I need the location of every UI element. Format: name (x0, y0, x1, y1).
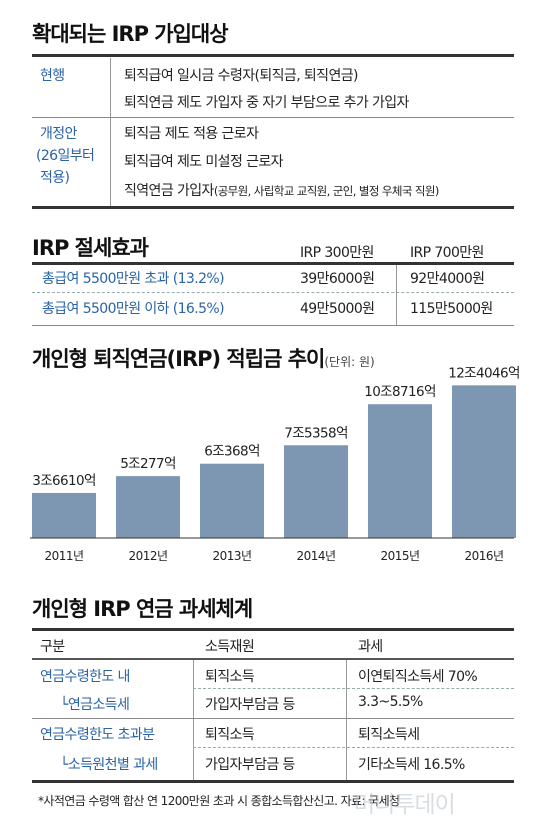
revised-item-suffix: (공무원, 사립학교 교직원, 군인, 별정 우체국 직원) (213, 184, 440, 198)
tax-source: 퇴직소득 (205, 727, 255, 743)
revised-item: 퇴직급여 제도 미설정 근로자 (124, 154, 284, 170)
bar (368, 404, 432, 538)
divider (32, 780, 514, 783)
tax-source: 가입자부담금 등 (205, 697, 295, 713)
divider (193, 660, 194, 782)
watermark-logo: 머니투데이 (354, 792, 456, 818)
bar-value-label: 3조6610억 (32, 473, 96, 489)
x-tick-label: 2015년 (380, 549, 419, 563)
savings-value: 49만5000원 (300, 301, 375, 317)
divider (193, 688, 514, 689)
revised-item: 직역연금 가입자(공무원, 사립학교 교직원, 군인, 별정 우체국 직원) (124, 180, 439, 200)
divider (32, 325, 514, 326)
divider (32, 54, 514, 57)
section1-title: 확대되는 IRP 가입대상 (32, 22, 229, 46)
bar-value-label: 10조8716억 (364, 384, 436, 400)
bar (32, 492, 96, 538)
x-tick-label: 2011년 (44, 549, 83, 563)
divider (32, 718, 514, 719)
bar-value-label: 5조277억 (120, 456, 176, 472)
bar-value-label: 6조368억 (204, 444, 260, 460)
x-tick-label: 2014년 (296, 549, 335, 563)
tax-rate: 3.3~5.5% (358, 694, 423, 710)
col-header: IRP 300만원 (300, 245, 374, 261)
savings-value: 115만5000원 (410, 301, 493, 317)
savings-value: 92만4000원 (410, 271, 485, 287)
revised-item: 퇴직금 제도 적용 근로자 (124, 126, 259, 142)
tax-group-sub: └소득원천별 과세 (60, 757, 158, 773)
bar (284, 445, 348, 538)
savings-value: 39만6000원 (300, 271, 375, 287)
tax-group-label: 연금수령한도 내 (40, 669, 130, 685)
bar-value-label: 7조5358억 (284, 425, 348, 441)
x-tick-label: 2012년 (128, 549, 167, 563)
tax-source: 퇴직소득 (205, 669, 255, 685)
chart-title: 개인형 퇴직연금(IRP) 적립금 추이(단위: 원) (32, 343, 375, 373)
tax-group-label: 연금수령한도 초과분 (40, 727, 155, 743)
revised-item-prefix: 직역연금 가입자 (124, 183, 214, 199)
tax-rate: 퇴직소득세 (358, 727, 420, 743)
current-item: 퇴직급여 일시금 수령자(퇴직금, 퇴직연금) (124, 68, 358, 84)
tax-rate: 기타소득세 16.5% (358, 757, 465, 773)
x-tick-label: 2016년 (464, 549, 503, 563)
divider (32, 262, 514, 265)
bar-chart: 3조6610억 2011년 5조277억 2012년 6조368억 2013년 7조5358… (30, 365, 520, 563)
divider (193, 747, 514, 748)
bar-value-label: 12조4046억 (448, 365, 520, 381)
x-tick-label: 2013년 (212, 549, 251, 563)
section2-title: IRP 절세효과 (32, 236, 149, 260)
tax-rate: 이연퇴직소득세 70% (358, 669, 478, 685)
chart-title-text: 개인형 퇴직연금(IRP) 적립금 추이 (32, 347, 325, 371)
tax-source: 가입자부담금 등 (205, 757, 295, 773)
divider (110, 58, 111, 206)
divider (396, 265, 397, 325)
chart-unit-note: (단위: 원) (324, 355, 375, 369)
bar (116, 476, 180, 538)
tax-header: 소득재원 (205, 639, 255, 655)
revised-label-line: 개정안 (40, 126, 77, 142)
tax-header: 과세 (358, 639, 383, 655)
tax-header: 구분 (40, 639, 65, 655)
footnote: *사적연금 수령액 합산 연 1200만원 초과 시 종합소득합산신고. 자료:… (38, 794, 400, 808)
divider (32, 206, 514, 209)
tax-group-sub: └연금소득세 (60, 697, 130, 713)
revised-label-line: (26일부터 (36, 148, 95, 164)
divider (32, 628, 514, 631)
divider (32, 658, 514, 660)
savings-row-label: 총급여 5500만원 초과 (13.2%) (42, 271, 225, 287)
bar (452, 385, 516, 538)
current-item: 퇴직연금 제도 가입자 중 자기 부담으로 추가 가입자 (124, 95, 409, 111)
revised-label-line: 적용) (40, 170, 70, 186)
divider (32, 292, 514, 293)
savings-row-label: 총급여 5500만원 이하 (16.5%) (42, 301, 225, 317)
divider (346, 660, 347, 782)
col-header: IRP 700만원 (410, 245, 484, 261)
bar (200, 463, 264, 538)
divider (32, 117, 514, 118)
current-label: 현행 (40, 68, 65, 84)
section3-title: 개인형 IRP 연금 과세체계 (32, 597, 253, 621)
